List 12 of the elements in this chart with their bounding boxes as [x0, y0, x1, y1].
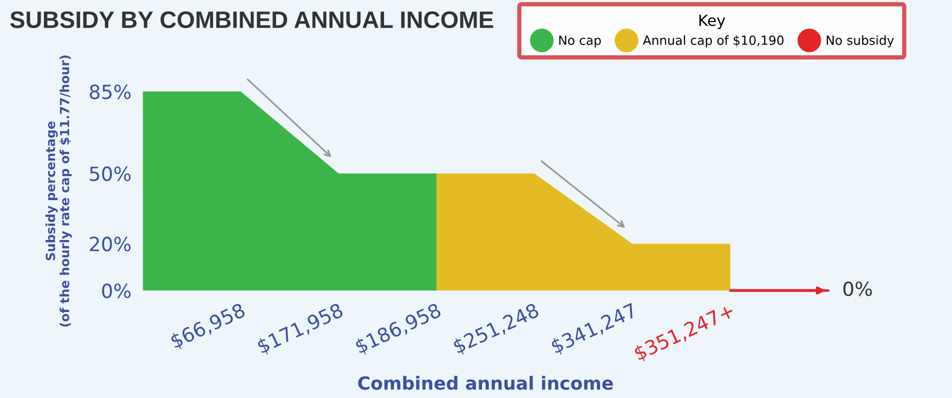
y-tick-label: 85%: [90, 84, 131, 100]
y-tick-label: 50%: [90, 166, 131, 182]
legend-label: Annual cap of $10,190: [642, 35, 784, 48]
legend-label: No cap: [559, 36, 601, 48]
y-tick-label: 0%: [102, 283, 131, 298]
legend-title: Key: [699, 14, 726, 30]
y-tick-label: 20%: [90, 236, 131, 252]
x-axis-title: Combined annual income: [358, 376, 613, 390]
chart-title: SUBSIDY BY COMBINED ANNUAL INCOME: [10, 11, 494, 28]
legend-label: No subsidy: [826, 35, 894, 48]
y-axis-title: Subsidy percentage (of the hourly rate cap of $11.77/hour): [46, 56, 72, 327]
annotation: 0%: [843, 281, 872, 296]
